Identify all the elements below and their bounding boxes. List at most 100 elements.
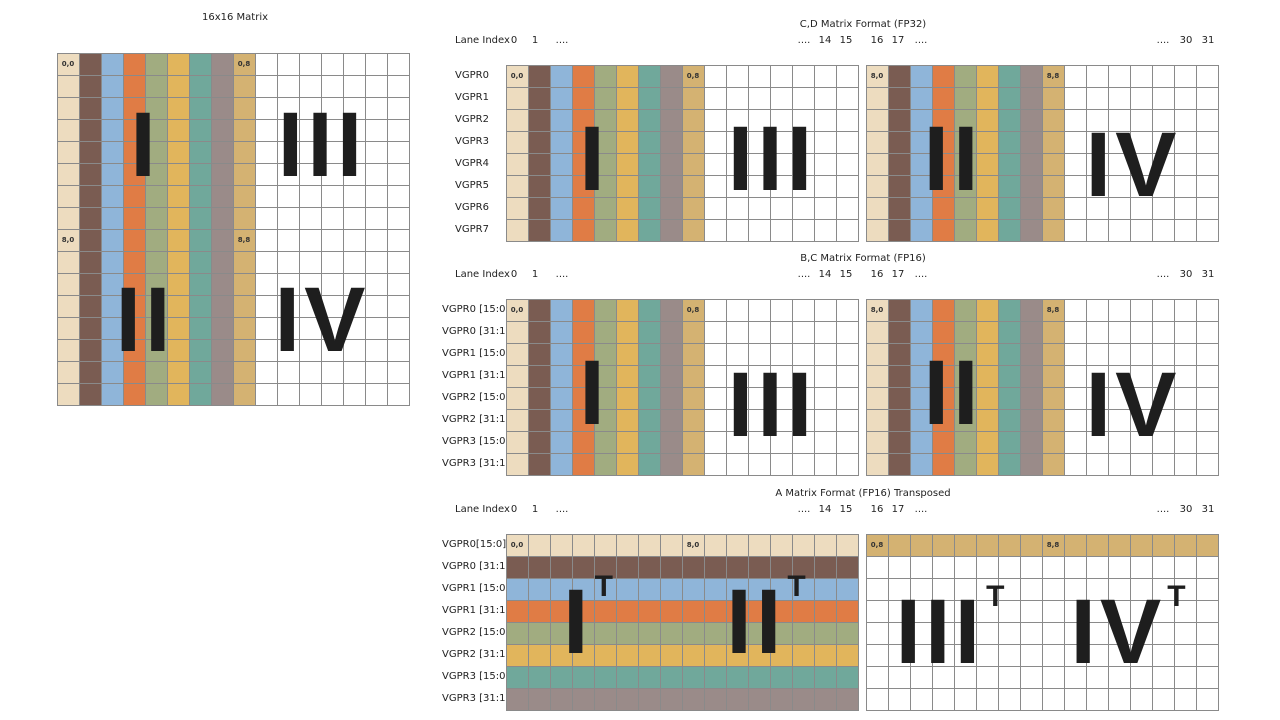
bc_fp16-right-cell [1064,453,1087,476]
bc_fp16-right-cell [910,453,933,476]
cell-label: 8,8 [237,236,251,244]
bc_fp16-right-cell [866,365,889,388]
cd_fp32-left-cell [506,131,529,154]
bc_fp16-right-cell [1020,365,1043,388]
bc_fp16-right-cell [1042,409,1065,432]
a_fp16_t-left-cell [616,688,639,711]
bc_fp16-left-cell [704,387,727,410]
a_fp16_t-right-cell [1196,688,1219,711]
bc_fp16-left-cell [704,431,727,454]
cd_fp32-right-cell [932,65,955,88]
bc_fp16-left-cell [704,453,727,476]
a_fp16_t-right-cell [932,534,955,557]
cd_fp32-left-cell [638,197,661,220]
lane-index: .... [555,504,569,515]
cd_fp32-left-cell [748,219,771,242]
row-label: VGPR1 [15:0] [442,583,510,594]
cd_fp32-left-cell [506,109,529,132]
bc_fp16-left-cell [638,409,661,432]
a_fp16_t-right-cell [866,644,889,667]
cd_fp32-right-cell [1086,87,1109,110]
bc_fp16-right-cell [954,299,977,322]
bc_fp16-left-cell [528,365,551,388]
bc_fp16-right-cell [910,299,933,322]
a_fp16_t-left-cell [748,688,771,711]
matrix16-cell [189,207,212,230]
cd_fp32-left-cell [550,153,573,176]
bc_fp16-right-cell [888,343,911,366]
transpose-superscript: T [1167,580,1190,613]
bc_fp16-right-cell [1064,365,1087,388]
a_fp16_t-left-cell [682,666,705,689]
bc_fp16-left-cell [836,409,859,432]
a_fp16_t-left-cell [726,534,749,557]
bc_fp16-right-cell [1042,365,1065,388]
a_fp16_t-left-cell [550,688,573,711]
bc_fp16-right-cell [888,299,911,322]
matrix16-cell [211,229,234,252]
a_fp16_t-right-cell [1020,622,1043,645]
matrix16-cell [233,295,256,318]
matrix16-cell [277,207,300,230]
cd_fp32-left-cell [682,175,705,198]
bc_fp16-right-cell [1042,321,1065,344]
bc_fp16-left-cell [682,343,705,366]
a_fp16_t-right-cell [998,688,1021,711]
lane-index: .... [1156,504,1170,515]
matrix16-cell [255,97,278,120]
matrix16-cell [233,185,256,208]
cd_fp32-right-cell [1196,197,1219,220]
bc_fp16-left-cell [836,343,859,366]
transpose-superscript: T [594,570,617,603]
matrix16-cell [167,229,190,252]
a_fp16_t-left-cell [550,534,573,557]
bc_fp16-left-cell [638,299,661,322]
bc_fp16-left-cell [792,453,815,476]
bc_fp16-left-cell [792,299,815,322]
bc_fp16-right-cell [1042,343,1065,366]
bc_fp16-right-cell [1196,431,1219,454]
cd_fp32-left-cell [506,153,529,176]
bc_fp16-left-cell [638,453,661,476]
cd_fp32-left-cell [528,175,551,198]
matrix16-cell [233,361,256,384]
roman-numeral-IV: IV [1086,119,1181,211]
numeral-text: IV [1085,354,1181,456]
matrix16-cell [233,75,256,98]
lane-index: 17 [891,269,905,280]
cd_fp32-left-cell [528,131,551,154]
roman-numeral-III: IIIT [895,582,1008,679]
matrix16-cell [365,229,388,252]
matrix16-cell [211,383,234,406]
matrix16-cell [211,185,234,208]
matrix16-cell [189,361,212,384]
matrix16-cell [123,53,146,76]
roman-numeral-IV: IV [275,274,370,366]
a_fp16_t-left-cell [814,556,837,579]
cd_fp32-right-cell [888,87,911,110]
matrix16-cell [255,119,278,142]
cd_fp32-left-cell [638,65,661,88]
cd_fp32-left-cell [594,65,617,88]
bc_fp16-right-cell [998,387,1021,410]
matrix16-cell [211,361,234,384]
matrix16-cell [387,295,410,318]
a_fp16_t-right-cell [1174,556,1197,579]
cd_fp32-right-cell [1020,109,1043,132]
cd_fp32-left-cell [704,65,727,88]
bc_fp16-left-cell [528,409,551,432]
a_fp16_t-right-cell [888,556,911,579]
lane-index-label: Lane Index [455,35,510,46]
roman-numeral-I: I [579,113,609,205]
matrix16-cell [57,119,80,142]
a_fp16_t-right-cell [1086,688,1109,711]
cd_fp32-right-cell [1064,65,1087,88]
roman-numeral-II: II [923,347,982,439]
matrix16-cell [277,229,300,252]
bc_fp16-left-cell [748,299,771,322]
cd_fp32-right-cell [1152,65,1175,88]
cd_fp32-left-cell [506,197,529,220]
lane-index: 14 [818,269,832,280]
cd_fp32-left-cell [616,175,639,198]
a_fp16_t-left-cell [638,534,661,557]
